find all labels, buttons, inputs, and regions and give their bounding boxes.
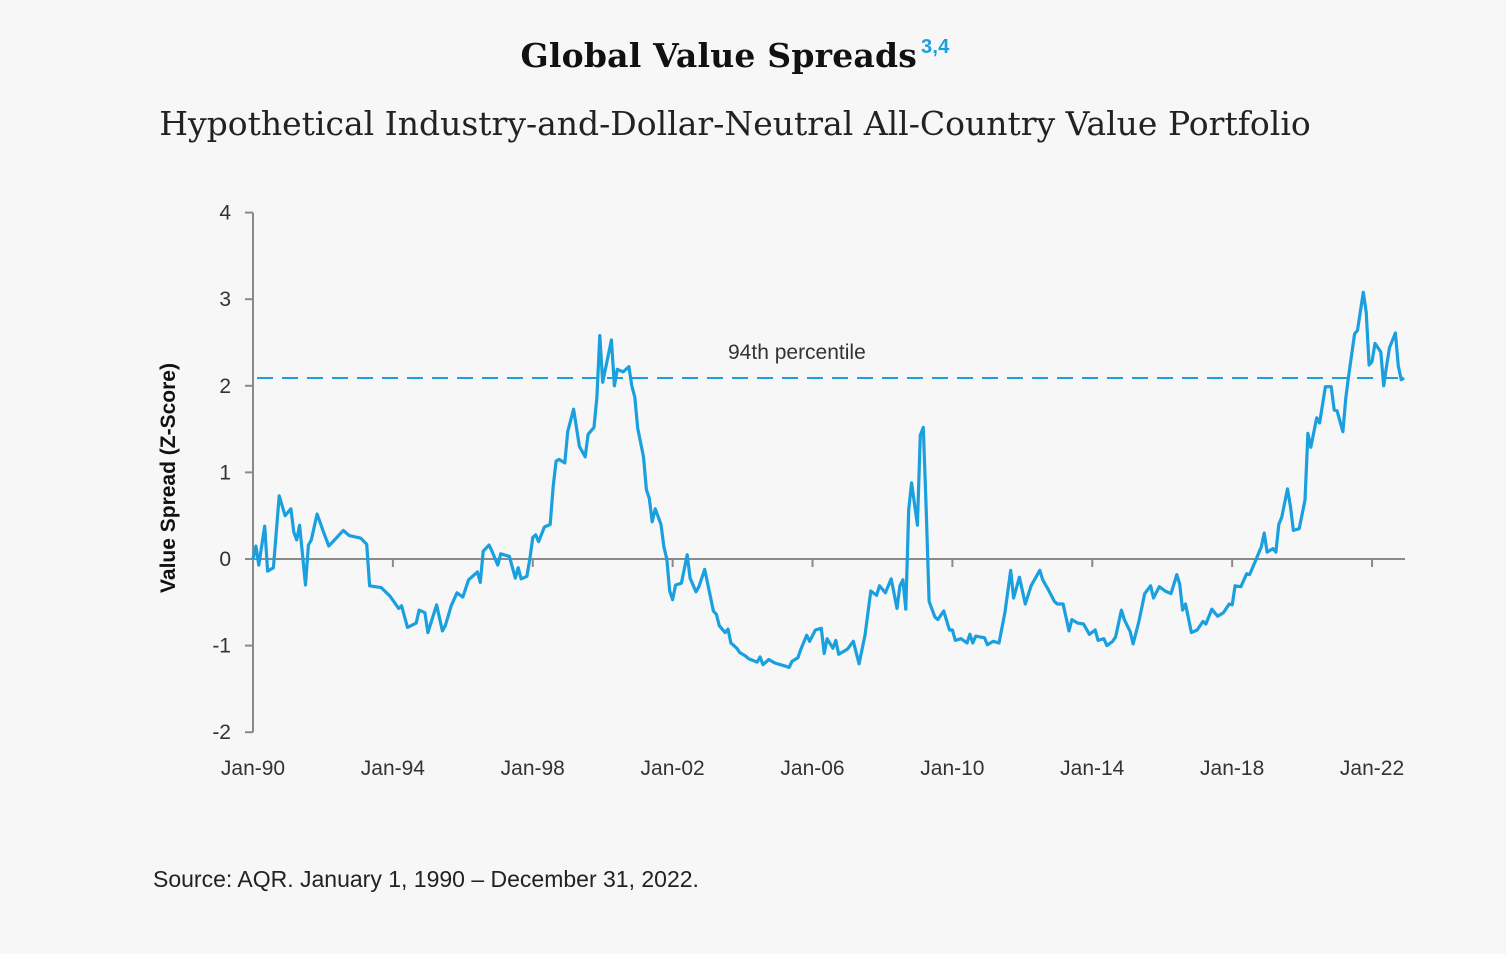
source-note: Source: AQR. January 1, 1990 – December … <box>153 866 699 892</box>
series-line <box>251 290 1405 669</box>
reference-line-label: 94th percentile <box>728 341 866 364</box>
y-tick-label: 3 <box>219 288 231 311</box>
footnote-reference[interactable]: 3,4 <box>921 36 950 58</box>
chart-title-text: Global Value Spreads <box>520 36 918 75</box>
x-tick-label: Jan-02 <box>641 757 705 780</box>
axes <box>245 211 1405 734</box>
x-tick-label: Jan-10 <box>920 757 984 780</box>
x-tick-label: Jan-06 <box>780 757 844 780</box>
chart-title: Global Value Spreads 3,4 <box>0 36 1470 75</box>
x-tick-label: Jan-90 <box>221 757 285 780</box>
y-tick-label: 4 <box>219 202 231 225</box>
x-tick-label: Jan-18 <box>1200 757 1264 780</box>
y-tick-label: 1 <box>219 461 231 484</box>
x-tick-label: Jan-98 <box>501 757 565 780</box>
y-tick-label: 0 <box>219 548 231 571</box>
y-tick-label: 2 <box>219 375 231 398</box>
y-axis-label: Value Spread (Z-Score) <box>157 363 180 593</box>
y-tick-label: -2 <box>212 721 231 744</box>
x-tick-label: Jan-22 <box>1340 757 1404 780</box>
tick-labels: 4 3 2 1 0 -1 -2 Jan-90 Jan-94 Jan-98 Jan-02 Jan-06 J… <box>212 202 1404 780</box>
y-tick-label: -1 <box>212 635 231 658</box>
x-tick-label: Jan-94 <box>361 757 426 780</box>
chart-subtitle: Hypothetical Industry-and-Dollar-Neutral… <box>159 104 1311 143</box>
x-tick-label: Jan-14 <box>1060 757 1125 780</box>
